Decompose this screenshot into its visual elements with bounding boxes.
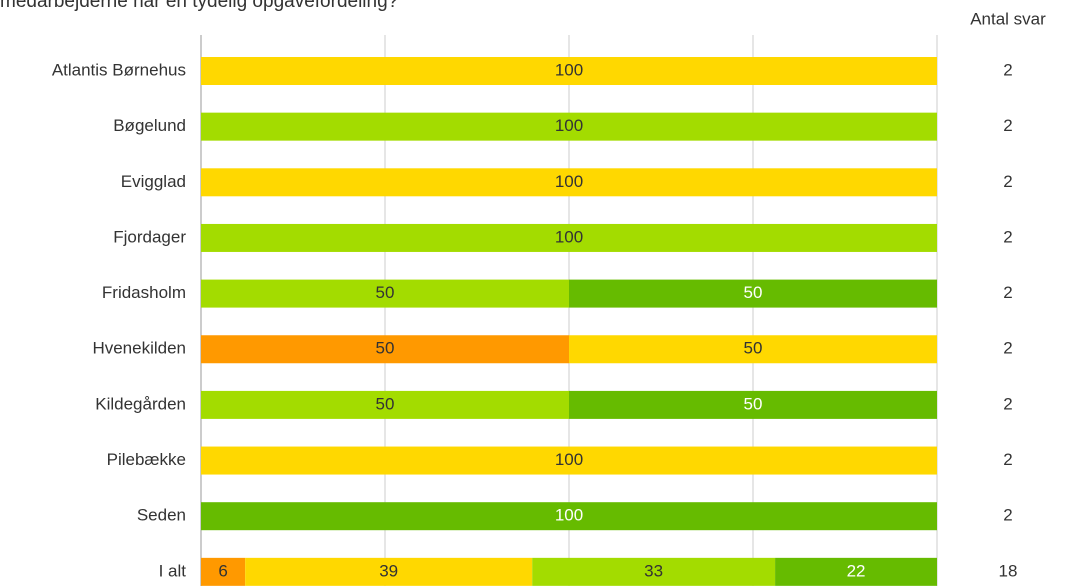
bar-segment xyxy=(201,168,937,197)
count-label: 2 xyxy=(1003,227,1012,246)
data-label: 50 xyxy=(744,339,763,358)
data-label: 39 xyxy=(379,561,398,580)
y-tick-label: Seden xyxy=(137,506,186,525)
bar-segment xyxy=(201,390,569,419)
bar-segment xyxy=(569,335,937,364)
data-label: 100 xyxy=(555,116,583,135)
data-label: 50 xyxy=(376,339,395,358)
data-label: 33 xyxy=(644,561,663,580)
bar-segment xyxy=(201,502,937,531)
y-tick-label: Fridasholm xyxy=(102,283,186,302)
chart-title: medarbejderne har en tydelig opgaveforde… xyxy=(0,0,398,12)
data-label: 100 xyxy=(555,227,583,246)
bar-segment xyxy=(201,57,937,85)
bar-segment xyxy=(201,446,937,475)
data-label: 22 xyxy=(847,561,866,580)
data-label: 100 xyxy=(555,172,583,191)
count-label: 2 xyxy=(1003,450,1012,469)
counts-header: Antal svar xyxy=(970,9,1046,28)
bar-segment xyxy=(201,223,937,252)
data-label: 100 xyxy=(555,506,583,525)
bar-segment xyxy=(569,390,937,419)
bar-segment xyxy=(532,557,776,586)
data-label: 6 xyxy=(218,561,227,580)
y-tick-label: Hvenekilden xyxy=(92,339,186,358)
count-label: 18 xyxy=(999,561,1018,580)
y-tick-label: Kildegården xyxy=(95,394,186,413)
bar-segment xyxy=(201,279,569,308)
count-label: 2 xyxy=(1003,394,1012,413)
bar-segment xyxy=(201,557,246,586)
count-label: 2 xyxy=(1003,283,1012,302)
data-label: 50 xyxy=(744,283,763,302)
y-tick-label: Pilebække xyxy=(107,450,186,469)
y-tick-label: Atlantis Børnehus xyxy=(52,60,186,79)
data-label: 50 xyxy=(376,283,395,302)
bar-segment xyxy=(775,557,937,586)
count-label: 2 xyxy=(1003,172,1012,191)
count-label: 2 xyxy=(1003,339,1012,358)
count-label: 2 xyxy=(1003,506,1012,525)
count-label: 2 xyxy=(1003,60,1012,79)
bar-segment xyxy=(245,557,533,586)
bar-segment xyxy=(569,279,937,308)
y-tick-label: Evigglad xyxy=(121,172,186,191)
data-label: 100 xyxy=(555,450,583,469)
bar-segment xyxy=(201,112,937,141)
data-label: 100 xyxy=(555,60,583,79)
y-tick-label: I alt xyxy=(159,561,187,580)
data-label: 50 xyxy=(744,394,763,413)
y-tick-label: Fjordager xyxy=(113,227,186,246)
bar-segment xyxy=(201,335,569,364)
y-tick-label: Bøgelund xyxy=(113,116,186,135)
count-label: 2 xyxy=(1003,116,1012,135)
data-label: 50 xyxy=(376,394,395,413)
